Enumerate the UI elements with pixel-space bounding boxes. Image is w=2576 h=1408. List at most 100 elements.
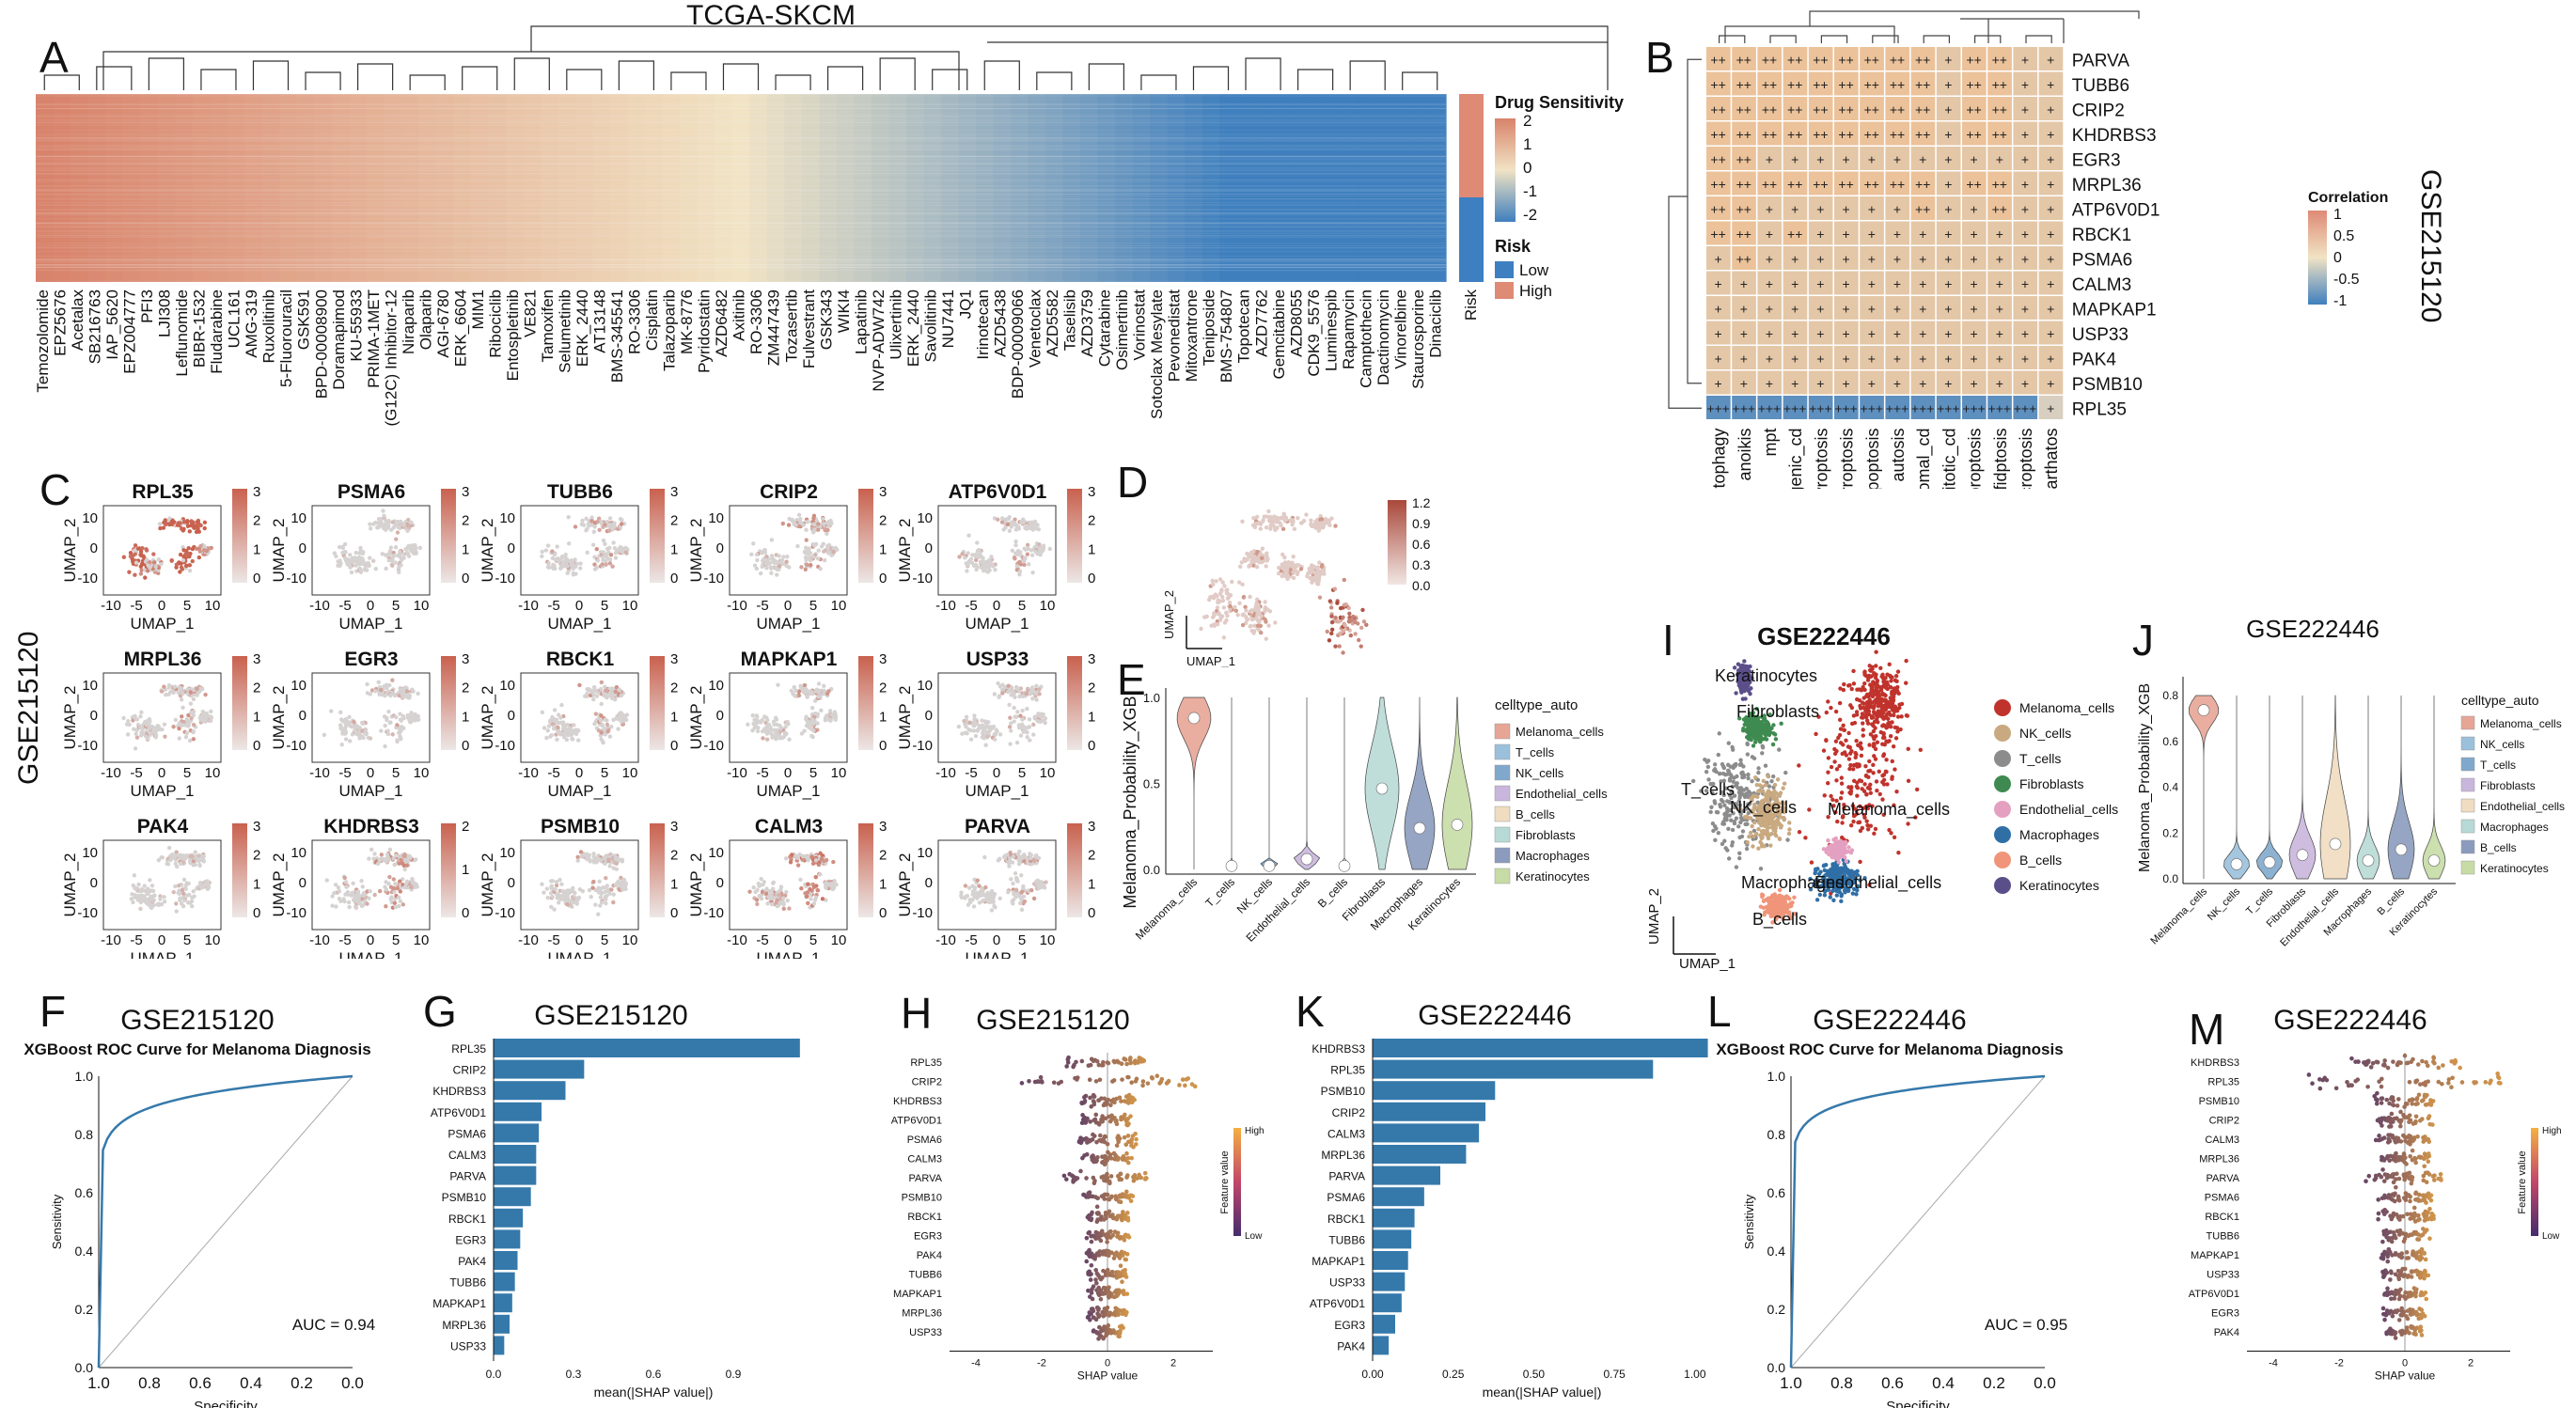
umap-cell-point [754, 552, 760, 557]
d-cell-point [1227, 600, 1233, 605]
d-cell-point [1224, 587, 1229, 593]
umap-cell-point [384, 904, 388, 909]
drug-label: WIKI4 [835, 289, 853, 333]
drug-label: 5-Fluorouracil [277, 289, 295, 387]
b-cell [1962, 271, 1987, 295]
d-cell-point [1267, 609, 1273, 614]
umap-cell-point [392, 889, 397, 894]
umap-cell-point [338, 710, 343, 714]
umap-cell-point [803, 545, 809, 551]
b-cell-mark: ++ [1915, 201, 1930, 216]
d-cell-point [1224, 610, 1229, 616]
d-cell-point [1260, 555, 1264, 561]
heatmap-column [784, 94, 803, 282]
umap-cell-point [155, 726, 160, 731]
umap-y-tick: 10 [917, 510, 933, 526]
umap-cell-point [803, 555, 809, 560]
d-cell-point [1219, 594, 1225, 600]
umap-cell-point [1014, 564, 1020, 569]
drug-label: Temozolomide [34, 289, 52, 393]
umap-cell-point [385, 731, 391, 737]
b-cell [1706, 47, 1731, 70]
d-cell-point [1268, 526, 1273, 531]
umap-cell-point [981, 555, 985, 560]
umap-cell-point [795, 543, 800, 549]
b-gene-label: PSMA6 [2072, 250, 2132, 270]
b-cell-mark: + [1971, 351, 1978, 366]
umap-cell-point [999, 516, 1005, 521]
b-cell [1834, 271, 1859, 295]
umap-cell-point [568, 902, 573, 908]
umap-cell-point [399, 519, 403, 524]
umap-scale-tick: 0 [1088, 738, 1095, 754]
umap-cell-point [347, 739, 353, 743]
umap-cell-point [792, 684, 796, 690]
umap-cell-point [776, 682, 780, 687]
b-cell-mark: ++ [1710, 227, 1725, 242]
umap-cell-point [766, 561, 771, 566]
umap-x-tick: 10 [831, 765, 847, 781]
b-cell-mark: ++ [1787, 77, 1802, 92]
b-cell-mark: ++ [1736, 227, 1751, 242]
umap-cell-point [197, 863, 202, 868]
umap-x-tick: -5 [130, 932, 142, 948]
umap-cell-point [193, 524, 198, 528]
umap-cell-point [1031, 857, 1036, 863]
umap-cell-point [971, 904, 977, 909]
umap-cell-point [540, 549, 544, 555]
umap-frame [520, 839, 639, 931]
umap-cell-point [570, 560, 575, 565]
umap-scale-tick: 0 [879, 571, 887, 587]
umap-cell-point [755, 887, 760, 893]
d-cell-point [1216, 600, 1220, 605]
b-cell-mark: + [1893, 376, 1901, 391]
umap-cell-point [799, 565, 804, 570]
umap-cell-point [373, 520, 378, 525]
panel-label-d: D [1117, 458, 1149, 507]
umap-cell-point [367, 856, 371, 861]
risk-legend-label: High [1519, 282, 1552, 300]
b-cell-mark: ++ [1813, 52, 1828, 67]
b-cell-mark: + [1868, 151, 1876, 166]
umap-cell-point [134, 893, 138, 898]
b-dendrogram [1668, 10, 2140, 409]
umap-cell-point [1013, 871, 1018, 876]
umap-cell-point [191, 696, 196, 702]
umap-cell-point [977, 900, 982, 905]
umap-cell-point [393, 904, 399, 910]
umap-cell-point [573, 731, 579, 737]
umap-cell-point [338, 723, 343, 727]
umap-cell-point [778, 736, 782, 741]
b-cell-mark: + [1740, 276, 1748, 291]
umap-cell-point [385, 859, 389, 864]
umap-cell-point [968, 737, 974, 742]
umap-cell-point [755, 728, 761, 734]
umap-cell-point [575, 728, 581, 733]
umap-cell-point [368, 889, 372, 894]
umap-cell-point [187, 529, 192, 534]
umap-scale-tick: 1 [879, 541, 887, 557]
panel-c: C GSE215120 RPL35 10 0 -10 -10 -5 0 5 10 UMAP_1 UMA… [0, 461, 1100, 959]
umap-cell-point [607, 522, 613, 527]
umap-cell-point [550, 549, 555, 554]
umap-cell-point [410, 549, 416, 555]
umap-cell-point [188, 690, 194, 695]
umap-cell-point [129, 897, 134, 901]
heatmap-column [976, 94, 995, 282]
umap-cell-point [578, 561, 583, 566]
umap-cell-point [552, 708, 558, 712]
umap-cell-point [147, 727, 151, 731]
heatmap-column [384, 94, 402, 282]
umap-cell-point [558, 715, 563, 720]
umap-x-tick: 10 [414, 932, 430, 948]
umap-cell-point [1030, 571, 1035, 575]
d-cell-point [1266, 623, 1271, 628]
umap-cell-point [371, 856, 376, 861]
umap-cell-point [571, 565, 575, 570]
umap-cell-point [1012, 705, 1016, 711]
b-gene-label: MAPKAP1 [2072, 300, 2157, 320]
heatmap-column [836, 94, 855, 282]
heatmap-column [53, 94, 71, 282]
umap-y-label: UMAP_2 [687, 853, 705, 916]
umap-cell-point [789, 853, 794, 857]
